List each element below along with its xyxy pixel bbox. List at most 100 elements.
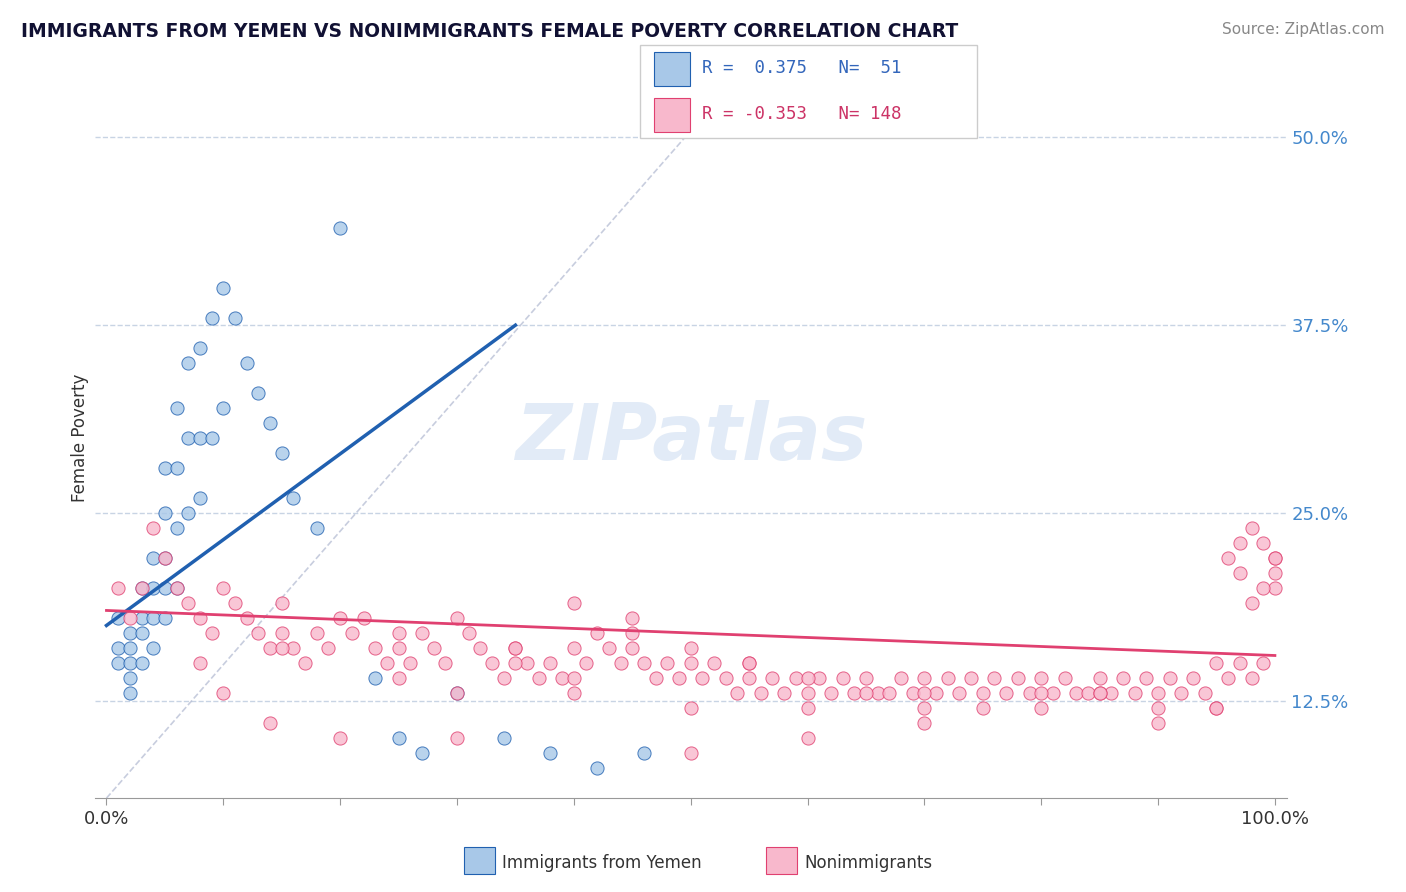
- Point: [1064, 686, 1087, 700]
- Point: [270, 626, 292, 640]
- Point: [738, 671, 761, 685]
- Point: [259, 416, 281, 430]
- Point: [353, 611, 375, 625]
- Point: [890, 671, 912, 685]
- Point: [1088, 686, 1111, 700]
- Point: [516, 656, 538, 670]
- Point: [668, 671, 690, 685]
- Point: [960, 671, 983, 685]
- Point: [1229, 566, 1251, 580]
- Point: [247, 385, 270, 400]
- Point: [259, 640, 281, 655]
- Point: [1018, 686, 1040, 700]
- Point: [586, 626, 609, 640]
- Point: [1159, 671, 1181, 685]
- Point: [153, 460, 176, 475]
- Point: [785, 671, 807, 685]
- Point: [679, 746, 702, 760]
- Point: [235, 611, 257, 625]
- Point: [761, 671, 783, 685]
- Point: [305, 626, 328, 640]
- Point: [925, 686, 948, 700]
- Point: [1218, 550, 1240, 565]
- Point: [1147, 686, 1170, 700]
- Point: [1088, 671, 1111, 685]
- Point: [703, 656, 725, 670]
- Point: [283, 640, 305, 655]
- Text: R = -0.353   N= 148: R = -0.353 N= 148: [702, 105, 901, 123]
- Point: [131, 656, 153, 670]
- Point: [153, 550, 176, 565]
- Point: [1264, 566, 1286, 580]
- Point: [247, 626, 270, 640]
- Text: ZIPatlas: ZIPatlas: [515, 400, 868, 475]
- Point: [1240, 521, 1263, 535]
- Text: Nonimmigrants: Nonimmigrants: [804, 854, 932, 871]
- Point: [118, 671, 141, 685]
- Point: [633, 656, 655, 670]
- Point: [1205, 701, 1227, 715]
- Point: [1123, 686, 1146, 700]
- Point: [1042, 686, 1064, 700]
- Point: [446, 686, 468, 700]
- Point: [387, 640, 409, 655]
- Point: [831, 671, 853, 685]
- Point: [224, 596, 246, 610]
- Point: [375, 656, 398, 670]
- Point: [972, 686, 994, 700]
- Point: [621, 611, 644, 625]
- Point: [201, 431, 224, 445]
- Point: [912, 716, 935, 731]
- Point: [796, 671, 818, 685]
- Point: [609, 656, 631, 670]
- Point: [270, 446, 292, 460]
- Point: [329, 611, 352, 625]
- Point: [118, 626, 141, 640]
- Point: [166, 521, 188, 535]
- Point: [305, 521, 328, 535]
- Point: [411, 626, 433, 640]
- Point: [142, 611, 165, 625]
- Point: [633, 746, 655, 760]
- Point: [901, 686, 924, 700]
- Point: [457, 626, 479, 640]
- Point: [844, 686, 866, 700]
- Point: [188, 611, 211, 625]
- Point: [422, 640, 444, 655]
- Point: [1264, 550, 1286, 565]
- Point: [574, 656, 596, 670]
- Point: [773, 686, 796, 700]
- Point: [1205, 656, 1227, 670]
- Point: [527, 671, 550, 685]
- Point: [1264, 550, 1286, 565]
- Point: [1229, 656, 1251, 670]
- Point: [294, 656, 316, 670]
- Point: [481, 656, 503, 670]
- Point: [118, 656, 141, 670]
- Point: [118, 611, 141, 625]
- Point: [153, 550, 176, 565]
- Point: [562, 596, 585, 610]
- Point: [692, 671, 714, 685]
- Point: [153, 611, 176, 625]
- Point: [1182, 671, 1205, 685]
- Point: [177, 356, 200, 370]
- Point: [1229, 536, 1251, 550]
- Point: [188, 431, 211, 445]
- Point: [188, 491, 211, 505]
- Point: [995, 686, 1018, 700]
- Point: [621, 626, 644, 640]
- Point: [1099, 686, 1122, 700]
- Point: [177, 596, 200, 610]
- Point: [399, 656, 422, 670]
- Point: [586, 761, 609, 775]
- Point: [364, 671, 387, 685]
- Point: [551, 671, 574, 685]
- Point: [1205, 701, 1227, 715]
- Point: [749, 686, 772, 700]
- Point: [912, 671, 935, 685]
- Point: [562, 686, 585, 700]
- Point: [107, 640, 129, 655]
- Point: [540, 656, 562, 670]
- Point: [855, 671, 877, 685]
